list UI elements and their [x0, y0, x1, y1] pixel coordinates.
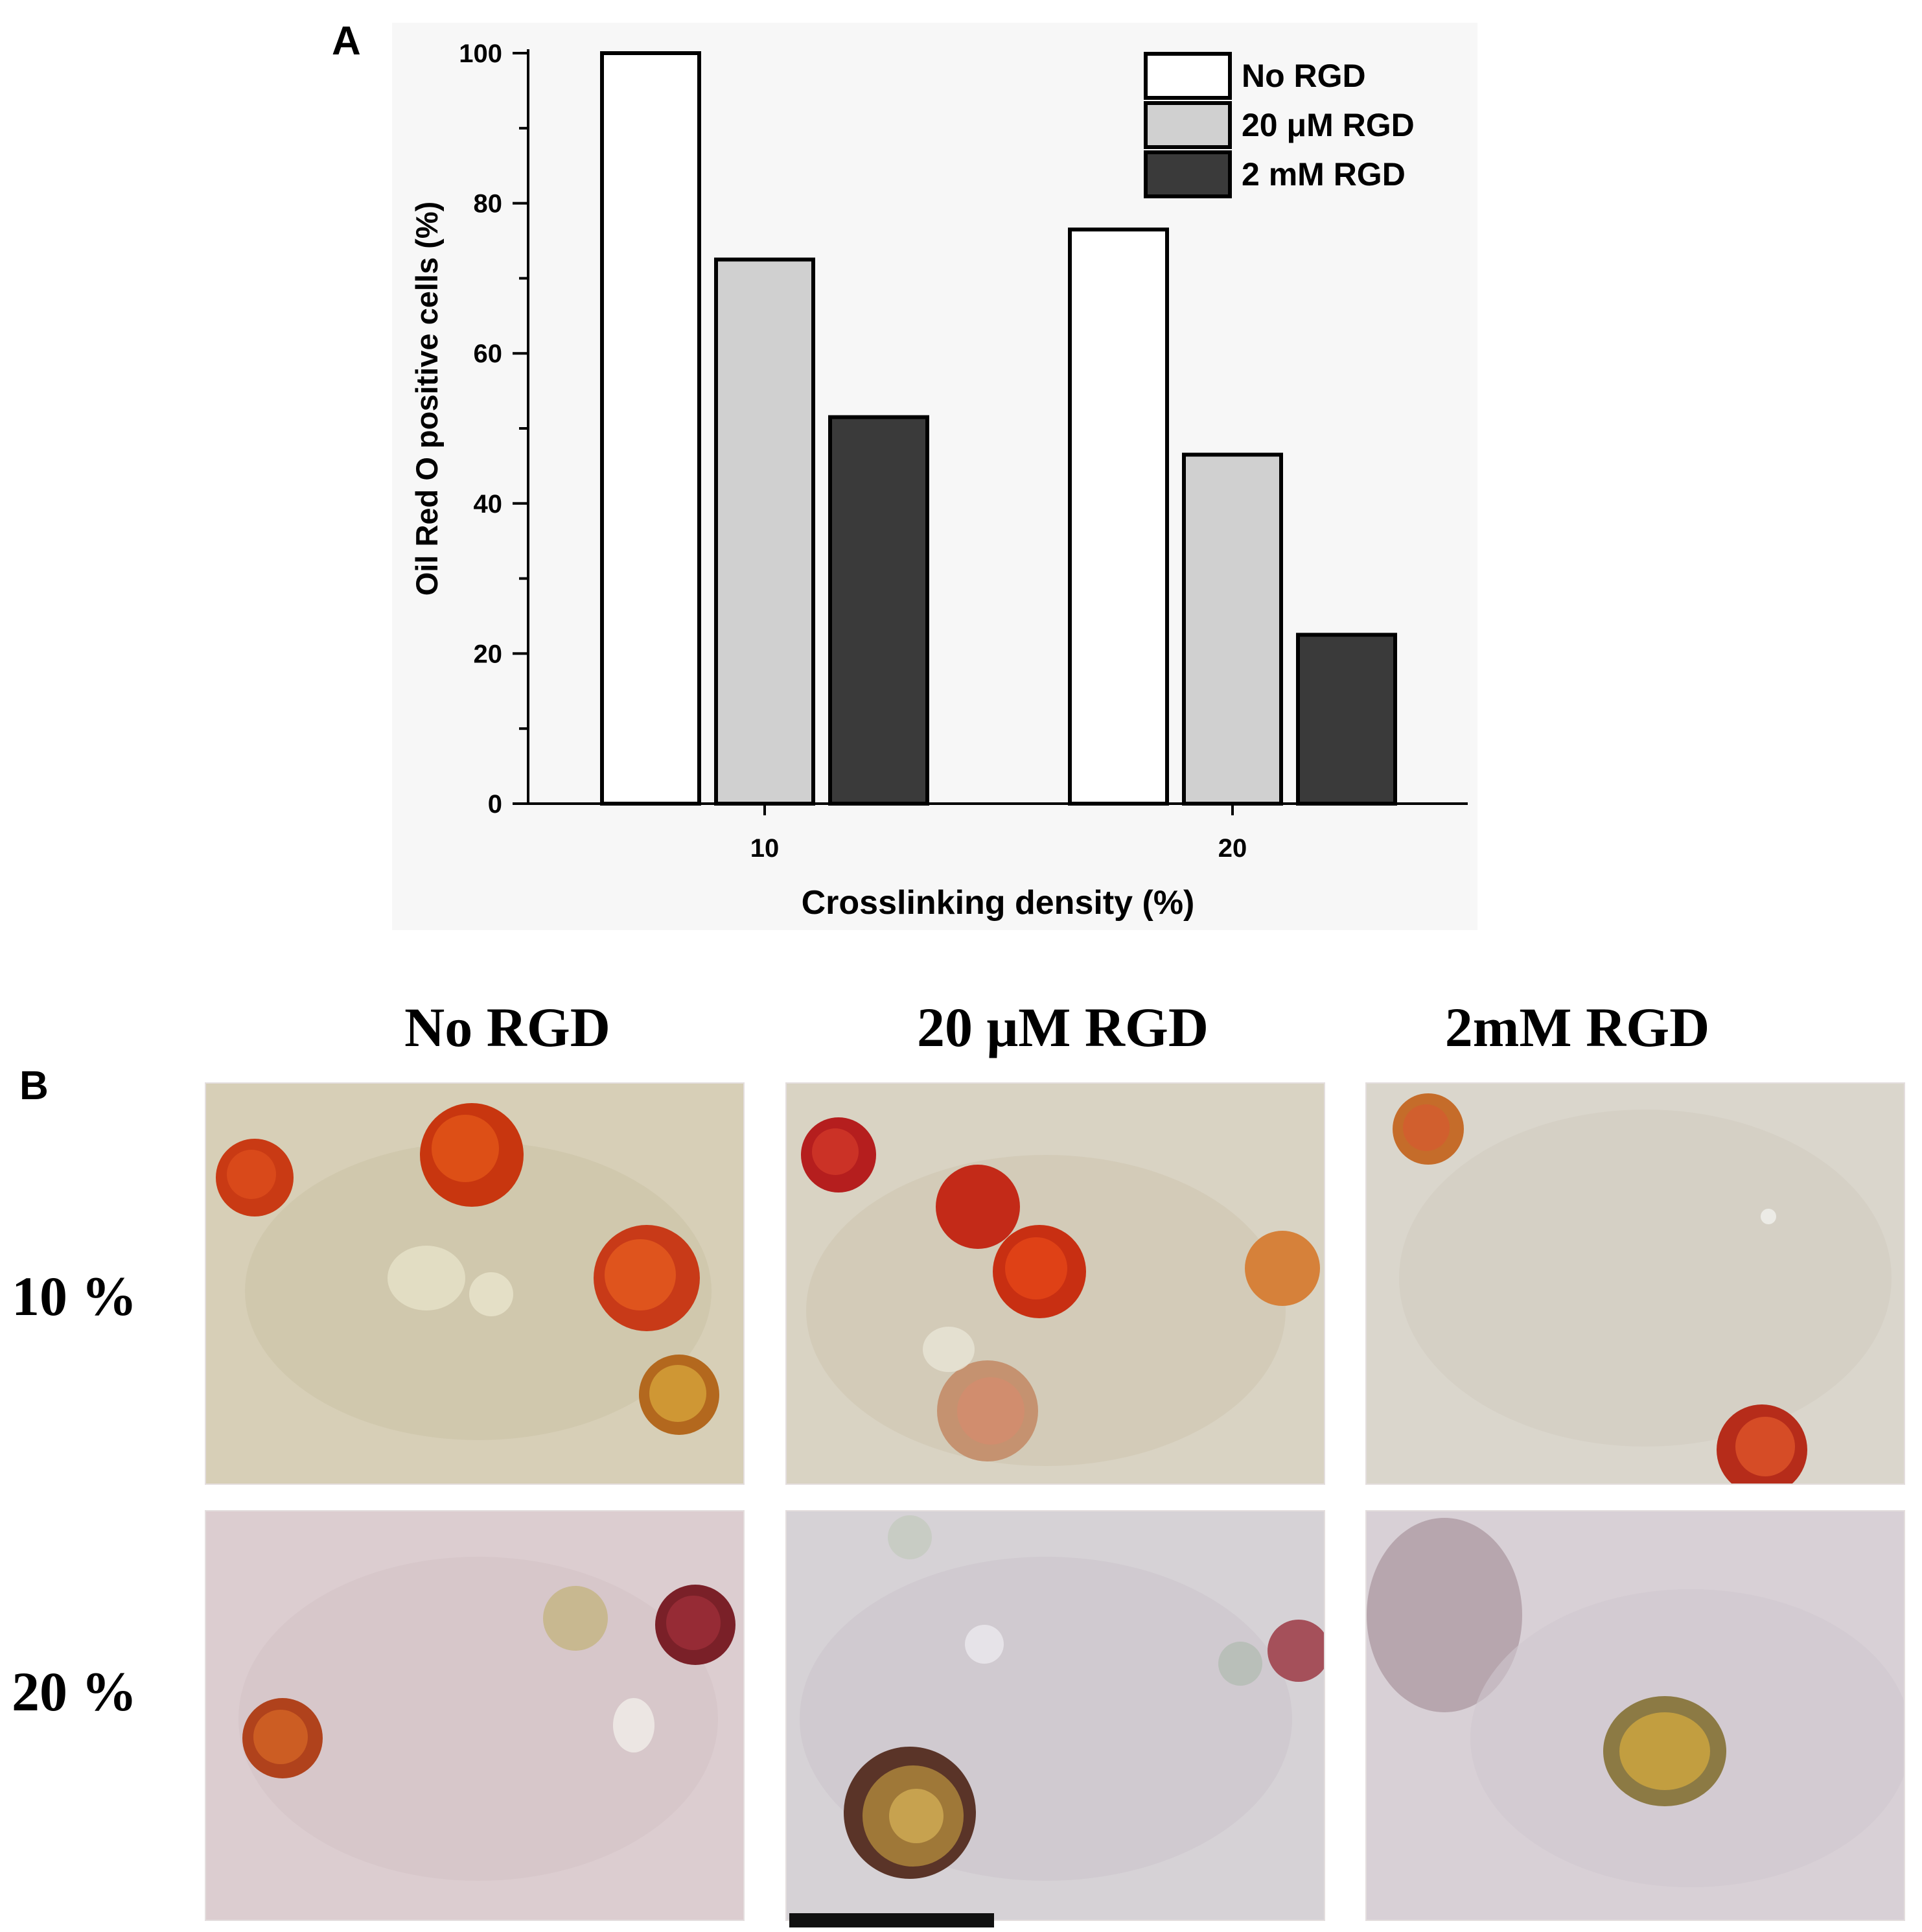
bar-1-2 — [1068, 227, 1169, 806]
legend-label: 20 μM RGD — [1242, 107, 1415, 143]
bar-3-1 — [828, 415, 929, 806]
y-tick-label: 60 — [474, 340, 503, 368]
x-axis-label: Crosslinking density (%) — [802, 884, 1195, 922]
micrograph-20pct-2mm-rgd — [1365, 1510, 1905, 1921]
y-tick-label: 80 — [474, 190, 503, 218]
y-tick-label: 0 — [488, 790, 502, 819]
bar-1-1 — [600, 51, 701, 806]
row-header-20: 20 % — [12, 1660, 137, 1723]
micrograph-20pct-20um-rgd — [785, 1510, 1325, 1921]
micrograph-10pct-no-rgd — [205, 1082, 745, 1485]
micrograph-20pct-no-rgd — [205, 1510, 745, 1921]
legend: No RGD 20 μM RGD 2 mM RGD — [1144, 52, 1415, 198]
bar-chart: 0 20 40 60 80 100 10 20 No RGD 20 μM RGD 2 mM RGD… — [392, 23, 1477, 930]
y-tick-label: 40 — [474, 490, 503, 518]
micrograph-10pct-2mm-rgd — [1365, 1082, 1905, 1485]
y-axis-label: Oil Red O positive cells (%) — [410, 202, 444, 596]
legend-swatch — [1144, 52, 1232, 100]
x-tick-label: 20 — [1218, 834, 1247, 863]
y-tick-label: 100 — [459, 40, 502, 68]
bars-layer — [600, 51, 1397, 806]
y-tick-label: 20 — [474, 640, 503, 668]
x-tick-label: 10 — [750, 834, 780, 863]
legend-label: No RGD — [1242, 58, 1366, 94]
legend-swatch — [1144, 101, 1232, 149]
bar-2-2 — [1182, 452, 1283, 806]
column-header-2mm-rgd: 2mM RGD — [1444, 996, 1710, 1058]
bar-3-2 — [1296, 633, 1397, 806]
column-header-no-rgd: No RGD — [404, 996, 610, 1058]
scale-bar — [789, 1913, 994, 1927]
panel-b-letter: B — [19, 1064, 49, 1108]
axes-layer: 0 20 40 60 80 100 10 20 — [459, 40, 1468, 863]
micrograph-10pct-20um-rgd — [785, 1082, 1325, 1485]
column-header-20um-rgd: 20 μM RGD — [916, 996, 1209, 1058]
bar-2-1 — [714, 257, 815, 806]
legend-label: 2 mM RGD — [1242, 156, 1406, 192]
row-header-10: 10 % — [12, 1265, 137, 1327]
legend-swatch — [1144, 150, 1232, 198]
panel-a-letter: A — [332, 19, 361, 64]
